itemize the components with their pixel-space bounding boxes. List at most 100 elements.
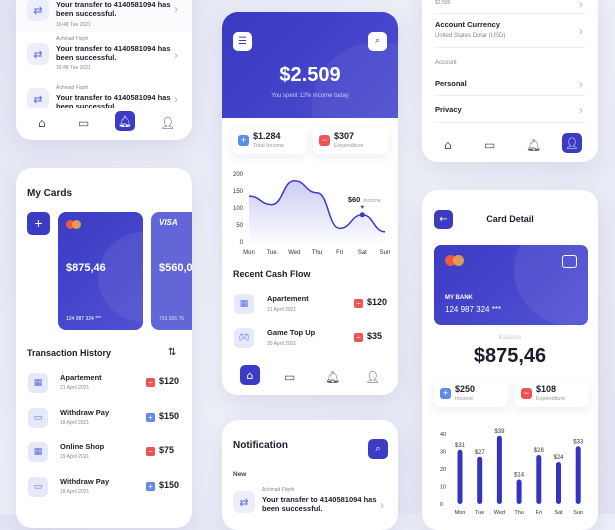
minus-icon: −: [354, 333, 363, 342]
card-balance: $875,46: [66, 262, 106, 274]
card-number: 124 987 324 ***: [445, 305, 501, 314]
user-icon[interactable]: 👤︎: [160, 116, 175, 130]
card-icon[interactable]: ▭: [78, 116, 89, 130]
y-tick-label: 50: [236, 223, 243, 229]
x-tick-label: Sat: [554, 510, 563, 516]
bar-value-label: $28: [534, 448, 545, 454]
y-tick-label: 150: [233, 189, 244, 195]
chevron-right-icon: ›: [380, 498, 384, 512]
minus-icon: −: [146, 447, 155, 456]
y-tick-label: 200: [233, 172, 244, 178]
transaction-date: 18 April 2021: [60, 420, 89, 426]
plus-icon: +: [146, 482, 155, 491]
transaction-date: 21 April 2021: [60, 385, 89, 391]
bar: [517, 480, 522, 505]
home-icon[interactable]: ⌂: [240, 365, 260, 385]
notification-title: Your transfer to 4140581094 has been suc…: [56, 93, 172, 108]
section-title: Transaction History: [27, 348, 111, 358]
user-icon[interactable]: 👤︎: [365, 370, 380, 384]
filter-icon[interactable]: ⇅: [168, 347, 176, 358]
y-tick-label: 20: [440, 467, 446, 473]
cash-flow-date: 20 April 2021: [267, 341, 296, 347]
notification-title: Your transfer to 4140581094 has been suc…: [56, 44, 172, 62]
cash-flow-amount: $120: [367, 297, 387, 308]
row-label: Account Currency: [435, 20, 500, 29]
marker-arrow-icon: [360, 206, 364, 209]
income-value: $250: [455, 384, 475, 395]
chevron-right-icon: ›: [579, 0, 583, 11]
notification-item[interactable]: ⇄ Achmad Fiqrih Your transfer to 4140581…: [222, 484, 398, 524]
y-tick-label: 0: [440, 502, 443, 508]
notification-title: Your transfer to 4140581094 has been suc…: [56, 0, 172, 18]
transaction-date: 19 April 2021: [60, 454, 89, 460]
bar: [576, 446, 581, 504]
chevron-right-icon: ›: [174, 2, 178, 16]
balance-header: ☰ ⌕ $2.509 You spent 12% income today: [222, 12, 398, 118]
search-button[interactable]: ⌕: [368, 439, 388, 459]
page-title: Card Detail: [422, 214, 598, 224]
chevron-right-icon: ›: [174, 92, 178, 106]
add-card-button[interactable]: +: [27, 212, 50, 235]
bank-card[interactable]: $875,46 124 987 324 ***: [58, 212, 143, 330]
cash-flow-name: Apartement: [267, 294, 309, 303]
balance-row[interactable]: $2.509 ›: [435, 0, 585, 14]
card-detail-screen: ← Card Detail MY BANK 124 987 324 *** Ba…: [422, 190, 598, 530]
page-title: My Cards: [27, 188, 72, 199]
bottom-nav: ⌂ ▭ 🔔︎ 👤︎: [16, 108, 192, 140]
income-stat: + $250 Income: [434, 381, 508, 407]
notification-item[interactable]: ⇄ Your transfer to 4140581094 has been s…: [16, 0, 192, 32]
bell-icon[interactable]: 🔔︎: [526, 138, 541, 152]
minus-icon: −: [354, 299, 363, 308]
home-icon[interactable]: ⌂: [444, 138, 452, 152]
transfer-icon: ⇄: [27, 88, 49, 108]
privacy-row[interactable]: Privacy ›: [435, 98, 585, 123]
bar-value-label: $24: [553, 455, 564, 461]
settings-screen: $2.509 › Account Currency United States …: [422, 0, 598, 162]
x-tick-label: Mon: [243, 250, 255, 256]
bank-name: MY BANK: [445, 295, 473, 302]
x-tick-label: Sat: [358, 250, 367, 256]
section-title: Recent Cash Flow: [233, 269, 311, 279]
expense-label: Expenditure: [536, 396, 565, 403]
transaction-name: Online Shop: [60, 442, 104, 451]
bank-card[interactable]: VISA $560,0 753 926 76: [151, 212, 192, 330]
my-cards-screen: My Cards + $875,46 124 987 324 *** VISA …: [16, 168, 192, 528]
bar: [477, 457, 482, 504]
home-icon[interactable]: ⌂: [38, 116, 46, 130]
bank-card[interactable]: MY BANK 124 987 324 ***: [434, 245, 588, 325]
card-icon[interactable]: ▭: [284, 370, 295, 384]
card-icon[interactable]: ▭: [484, 138, 495, 152]
bell-icon[interactable]: 🔔︎: [325, 370, 340, 384]
highlight-point[interactable]: [360, 212, 365, 217]
bell-icon[interactable]: 🔔︎: [115, 111, 135, 131]
personal-row[interactable]: Personal ›: [435, 72, 585, 96]
transaction-name: Withdraw Pay: [60, 408, 109, 417]
y-tick-label: 30: [440, 450, 446, 456]
notification-item[interactable]: ⇄ Achmad Fiqrih Your transfer to 4140581…: [16, 80, 192, 108]
notification-time: 16:48 Tue 2021: [56, 65, 91, 71]
account-currency-row[interactable]: Account Currency United States Dolar (US…: [435, 14, 585, 48]
card-balance: $875,46: [422, 345, 598, 368]
search-button[interactable]: ⌕: [368, 32, 387, 51]
minus-icon: −: [146, 378, 155, 387]
x-tick-label: Wed: [288, 250, 300, 256]
y-tick-label: 40: [440, 432, 446, 438]
bar: [497, 436, 502, 504]
visa-logo: VISA: [159, 218, 178, 227]
notification-time: 16:48 Tue 2021: [56, 22, 91, 28]
transfer-icon: ⇄: [27, 43, 49, 65]
menu-button[interactable]: ☰: [233, 32, 252, 51]
user-icon[interactable]: 👤︎: [562, 133, 582, 153]
bar-value-label: $27: [475, 450, 486, 456]
bar-value-label: $14: [514, 473, 525, 479]
card-balance: $560,0: [159, 262, 192, 274]
income-label: Total Income: [253, 143, 284, 150]
notification-item[interactable]: ⇄ Achmad Fiqrih Your transfer to 4140581…: [16, 33, 192, 79]
bar: [458, 450, 463, 504]
